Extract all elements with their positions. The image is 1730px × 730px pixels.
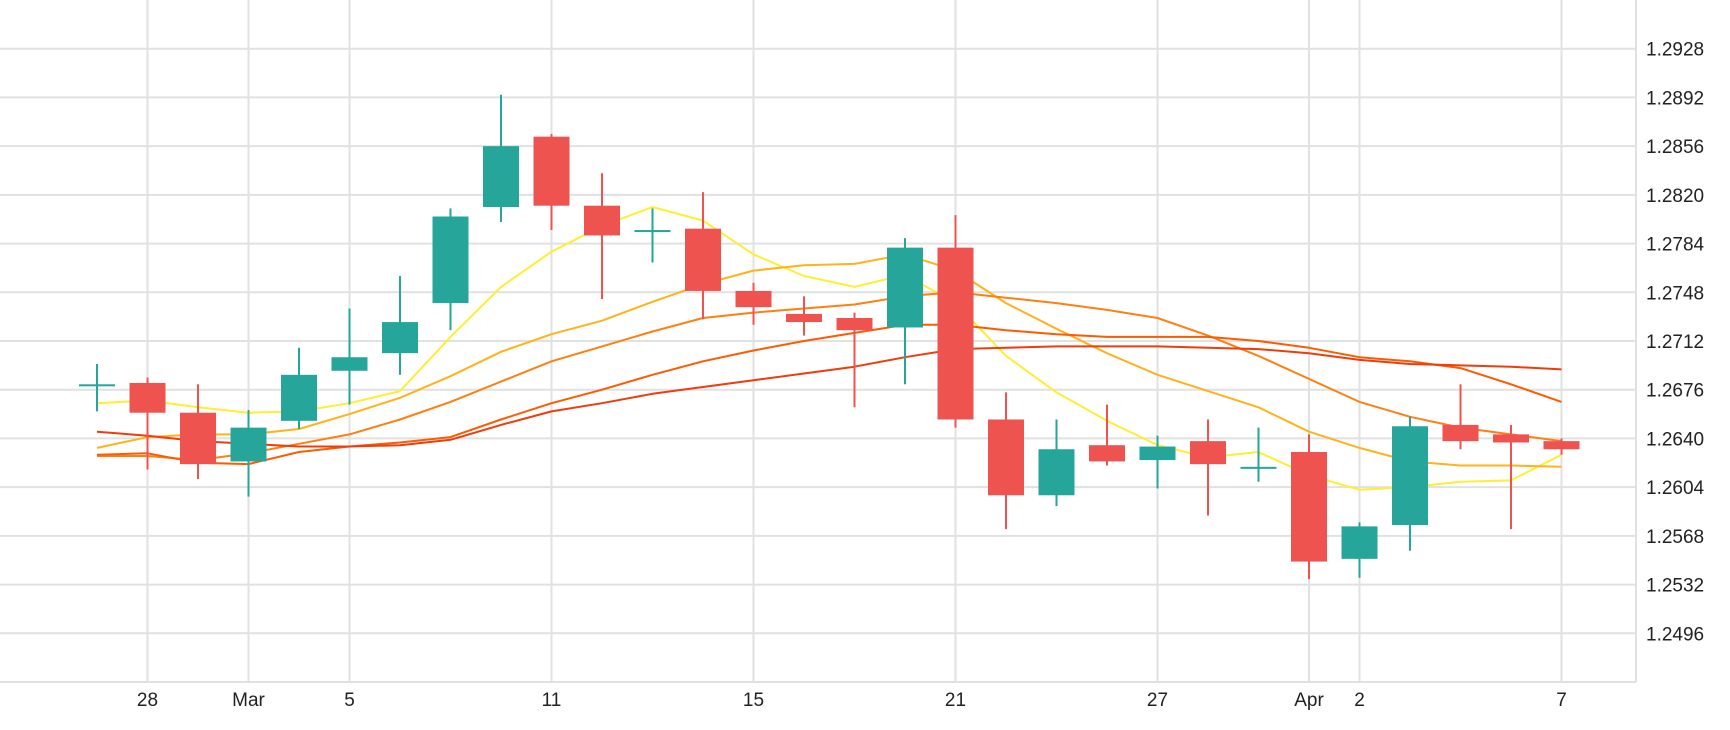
candle bbox=[432, 208, 469, 331]
y-tick-label: 1.2820 bbox=[1646, 186, 1704, 207]
candle bbox=[786, 296, 822, 336]
y-tick-label: 1.2496 bbox=[1646, 624, 1704, 645]
candle-body bbox=[79, 384, 115, 387]
y-tick-label: 1.2676 bbox=[1646, 381, 1704, 402]
candle-body bbox=[281, 374, 317, 421]
y-tick-label: 1.2640 bbox=[1646, 429, 1704, 450]
candle bbox=[1493, 424, 1529, 530]
candle bbox=[1139, 435, 1176, 489]
candle bbox=[1543, 438, 1580, 455]
candle bbox=[836, 312, 873, 408]
candle bbox=[129, 377, 166, 470]
candle-body bbox=[533, 136, 570, 206]
candle bbox=[1291, 434, 1327, 580]
candle bbox=[1442, 384, 1479, 450]
candle-body bbox=[735, 290, 772, 308]
grid bbox=[0, 0, 1637, 683]
candle bbox=[1190, 419, 1226, 516]
moving-average-lines bbox=[96, 206, 1562, 491]
y-tick-label: 1.2712 bbox=[1646, 332, 1704, 353]
x-tick-label: 28 bbox=[137, 690, 158, 711]
candle-body bbox=[1038, 449, 1075, 496]
x-tick-label: 5 bbox=[344, 690, 355, 711]
candle-body bbox=[331, 357, 368, 371]
candle bbox=[281, 347, 317, 429]
y-tick-label: 1.2892 bbox=[1646, 88, 1704, 109]
x-tick-label: Apr bbox=[1294, 690, 1324, 711]
x-tick-label: 15 bbox=[743, 690, 764, 711]
candle-body bbox=[634, 230, 671, 233]
candle bbox=[887, 238, 923, 385]
candle-body bbox=[1341, 526, 1378, 559]
candle bbox=[988, 392, 1024, 530]
moving-average-line bbox=[97, 291, 1562, 462]
moving-average-line bbox=[96, 253, 1562, 468]
candle-body bbox=[1190, 441, 1226, 465]
candle bbox=[634, 208, 671, 263]
candle bbox=[584, 173, 620, 300]
candle-body bbox=[1139, 446, 1176, 461]
candle-body bbox=[937, 247, 974, 420]
y-tick-label: 1.2928 bbox=[1646, 40, 1704, 61]
candle bbox=[685, 192, 721, 320]
candle-body bbox=[1240, 466, 1277, 469]
candle bbox=[230, 410, 267, 497]
candle-body bbox=[1543, 441, 1580, 450]
candle bbox=[180, 384, 216, 480]
candle bbox=[533, 133, 570, 231]
candle bbox=[735, 282, 772, 325]
x-tick-label: 27 bbox=[1147, 690, 1168, 711]
candle-body bbox=[129, 382, 166, 413]
candle bbox=[1341, 522, 1378, 578]
candle-body bbox=[1392, 426, 1428, 526]
x-tick-label: 11 bbox=[542, 690, 562, 711]
y-tick-label: 1.2604 bbox=[1646, 478, 1705, 499]
candle-body bbox=[1493, 434, 1529, 443]
candle bbox=[483, 94, 519, 222]
candle-body bbox=[432, 216, 469, 304]
x-tick-label: Mar bbox=[232, 690, 265, 711]
y-tick-label: 1.2748 bbox=[1646, 283, 1704, 304]
candle bbox=[331, 308, 368, 405]
candle-body bbox=[180, 412, 216, 465]
candle-body bbox=[584, 205, 620, 236]
candle-body bbox=[836, 317, 873, 331]
candle-body bbox=[382, 322, 418, 354]
candle-body bbox=[230, 427, 267, 462]
moving-average-line bbox=[96, 345, 1562, 448]
candle bbox=[1392, 416, 1428, 551]
candles bbox=[79, 94, 1580, 580]
y-tick-label: 1.2532 bbox=[1646, 576, 1704, 597]
candle-body bbox=[1089, 445, 1125, 462]
candle bbox=[937, 215, 974, 428]
candle-body bbox=[1291, 451, 1327, 562]
candle bbox=[382, 276, 418, 375]
candle-body bbox=[887, 247, 923, 328]
candle bbox=[1038, 419, 1075, 507]
candle-body bbox=[483, 146, 519, 208]
candle-body bbox=[1442, 424, 1479, 442]
candle bbox=[1089, 404, 1125, 466]
x-tick-label: 21 bbox=[945, 690, 966, 711]
y-tick-label: 1.2568 bbox=[1646, 527, 1704, 548]
x-tick-label: 7 bbox=[1556, 690, 1567, 711]
y-tick-label: 1.2784 bbox=[1646, 235, 1705, 256]
candle bbox=[79, 364, 115, 412]
candle bbox=[1240, 427, 1277, 482]
axes: 1.2496 1.2532 1.2568 1.2604 1.2640 1.2676 1.27… bbox=[137, 40, 1705, 711]
x-tick-label: 2 bbox=[1354, 690, 1365, 711]
y-tick-label: 1.2856 bbox=[1646, 137, 1704, 158]
candle-body bbox=[685, 228, 721, 291]
candle-body bbox=[786, 313, 822, 323]
candle-body bbox=[988, 419, 1024, 496]
